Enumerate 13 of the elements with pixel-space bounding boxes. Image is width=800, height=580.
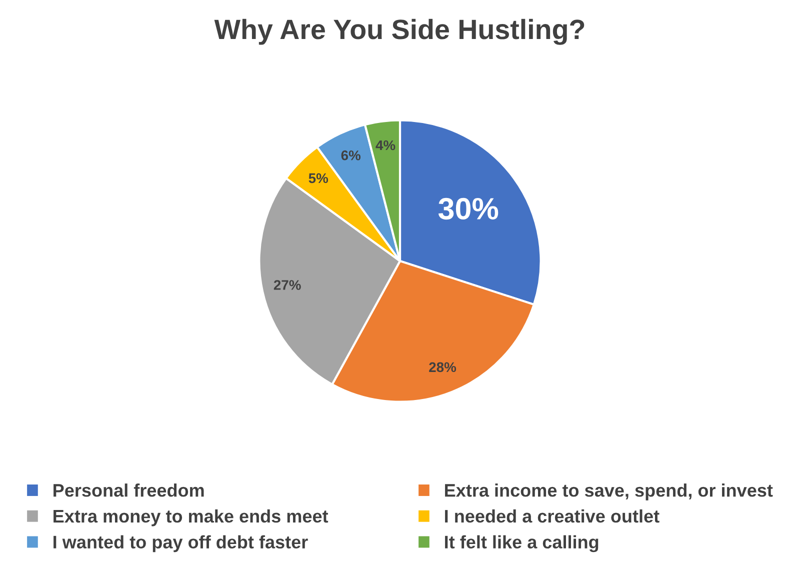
data-label: 6%	[341, 150, 361, 160]
legend-label: I wanted to pay off debt faster	[54, 535, 308, 552]
legend-label: Extra money to make ends meet	[54, 509, 328, 526]
data-label: 28%	[429, 362, 456, 372]
data-label: 27%	[274, 280, 301, 290]
legend-label: I needed a creative outlet	[445, 509, 660, 523]
data-label: 5%	[308, 173, 328, 184]
legend-label: It felt like a calling	[445, 535, 598, 552]
legend-label: Personal freedom	[54, 484, 204, 497]
legend-label: Extra income to save, spend, or invest	[445, 484, 773, 500]
chart-title: Why Are You Side Hustling?	[214, 18, 584, 45]
data-label: 4%	[376, 140, 396, 150]
data-label: 30%	[438, 198, 498, 220]
